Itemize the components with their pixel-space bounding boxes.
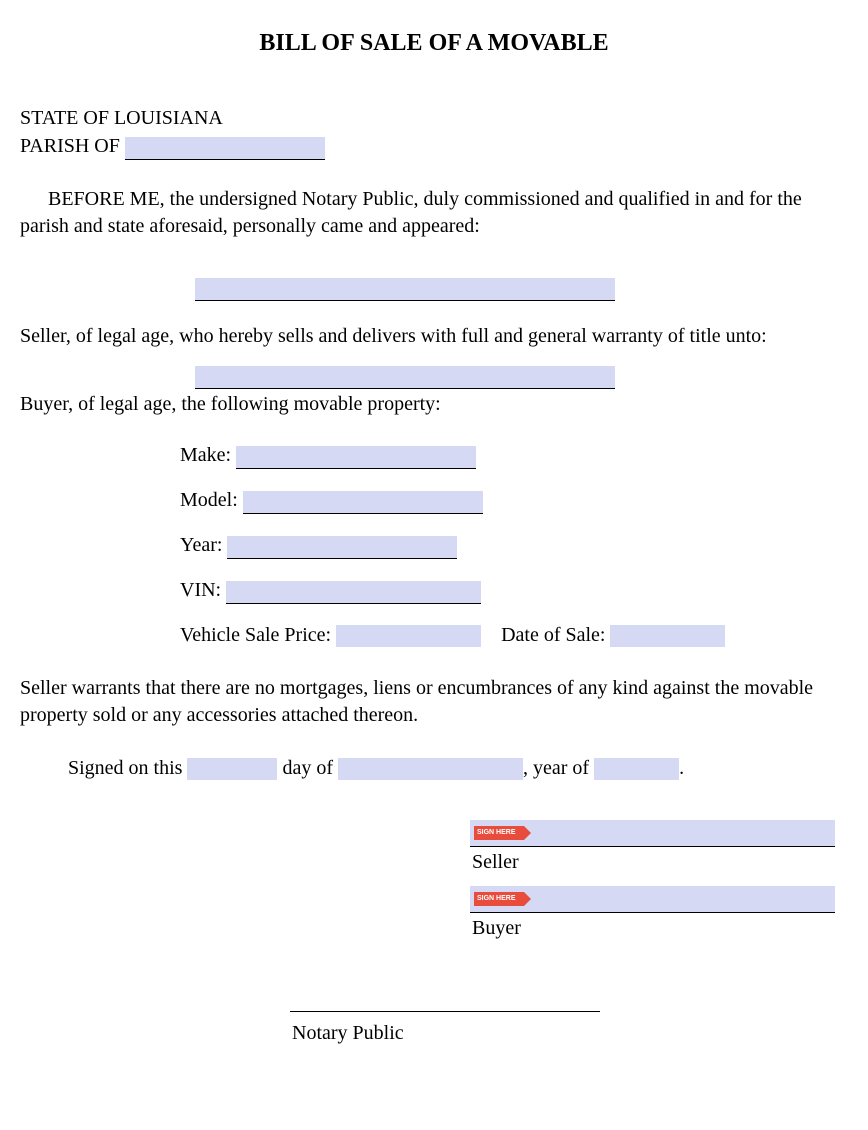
seller-name-row <box>20 276 848 299</box>
make-label: Make: <box>180 444 231 466</box>
signed-period: . <box>679 757 684 779</box>
year-row: Year: <box>20 534 848 557</box>
warranty-clause: Seller warrants that there are no mortga… <box>20 675 848 729</box>
vin-input[interactable] <box>226 581 481 604</box>
notary-signature-line[interactable] <box>290 1009 600 1012</box>
signed-day-input[interactable] <box>187 758 277 780</box>
parish-line: PARISH OF <box>20 135 848 158</box>
year-input[interactable] <box>227 536 457 559</box>
date-label: Date of Sale: <box>501 624 605 646</box>
parish-input[interactable] <box>125 137 325 160</box>
seller-name-input[interactable] <box>195 278 615 301</box>
seller-signature-label: Seller <box>470 851 848 874</box>
seller-signature-line: SIGN HERE <box>470 820 848 847</box>
document-title: BILL OF SALE OF A MOVABLE <box>20 30 848 57</box>
make-row: Make: <box>20 444 848 467</box>
model-input[interactable] <box>243 491 483 514</box>
date-input[interactable] <box>610 625 725 647</box>
price-input[interactable] <box>336 625 481 647</box>
notary-label: Notary Public <box>290 1022 848 1045</box>
signed-dayof: day of <box>282 757 333 779</box>
notary-block: Notary Public <box>20 995 848 1045</box>
signed-line: Signed on this day of , year of . <box>20 757 848 780</box>
signed-yearof: , year of <box>523 757 589 779</box>
buyer-signature-label: Buyer <box>470 917 848 940</box>
price-label: Vehicle Sale Price: <box>180 624 331 646</box>
buyer-clause: Buyer, of legal age, the following movab… <box>20 393 848 416</box>
signed-prefix: Signed on this <box>68 757 182 779</box>
sign-here-tag-icon: SIGN HERE <box>474 826 524 840</box>
buyer-name-input[interactable] <box>195 366 615 389</box>
state-line: STATE OF LOUISIANA <box>20 107 848 130</box>
sign-here-tag-icon: SIGN HERE <box>474 892 524 906</box>
model-row: Model: <box>20 489 848 512</box>
intro-paragraph: BEFORE ME, the undersigned Notary Public… <box>20 186 848 240</box>
signature-block: SIGN HERE Seller SIGN HERE Buyer <box>20 820 848 940</box>
signed-month-input[interactable] <box>338 758 523 780</box>
year-label: Year: <box>180 534 222 556</box>
vin-label: VIN: <box>180 579 221 601</box>
model-label: Model: <box>180 489 238 511</box>
parish-label: PARISH OF <box>20 135 120 157</box>
price-date-row: Vehicle Sale Price: Date of Sale: <box>20 624 848 647</box>
vin-row: VIN: <box>20 579 848 602</box>
buyer-name-row <box>20 364 848 387</box>
buyer-signature-line: SIGN HERE <box>470 886 848 913</box>
seller-clause: Seller, of legal age, who hereby sells a… <box>20 323 848 350</box>
signed-year-input[interactable] <box>594 758 679 780</box>
make-input[interactable] <box>236 446 476 469</box>
